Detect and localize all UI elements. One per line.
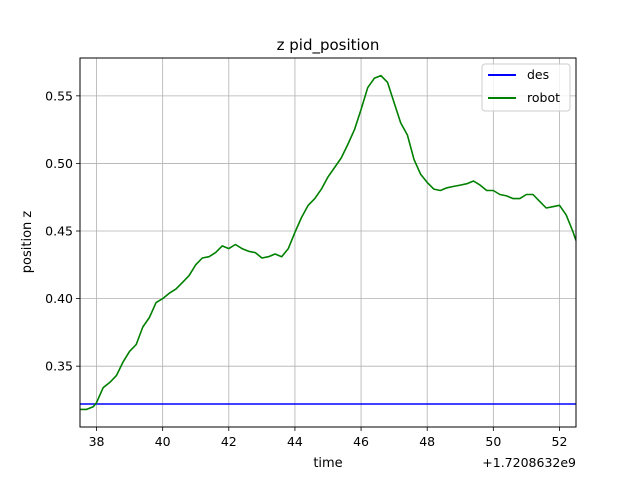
legend-label-robot: robot (527, 90, 560, 105)
x-tick-label: 38 (89, 434, 105, 449)
chart-title: z pid_position (277, 36, 380, 55)
plot-frame (79, 57, 577, 428)
legend-label-des: des (527, 67, 549, 82)
series-line-robot (80, 74, 577, 411)
y-tick-label: 0.55 (45, 88, 73, 103)
series-layer (80, 74, 577, 411)
y-axis-label: position z (20, 211, 35, 274)
y-tick-label: 0.50 (45, 156, 73, 171)
x-tick-label: 40 (155, 434, 171, 449)
ticks: 38 40 42 44 46 48 50 52 0.35 0.40 0.45 0.50 0.55 (45, 88, 567, 449)
y-tick-label: 0.40 (45, 291, 73, 306)
x-offset-label: +1.7208632e9 (482, 455, 576, 470)
x-tick-label: 42 (221, 434, 237, 449)
x-tick-label: 44 (287, 434, 303, 449)
legend: des robot (481, 63, 571, 112)
x-tick-label: 48 (419, 434, 435, 449)
grid (80, 58, 576, 427)
y-tick-label: 0.35 (45, 359, 73, 374)
x-tick-label: 52 (552, 434, 568, 449)
y-tick-label: 0.45 (45, 224, 73, 239)
x-tick-label: 50 (485, 434, 501, 449)
x-axis-label: time (313, 456, 342, 471)
x-tick-label: 46 (353, 434, 369, 449)
plot-area (80, 58, 576, 427)
